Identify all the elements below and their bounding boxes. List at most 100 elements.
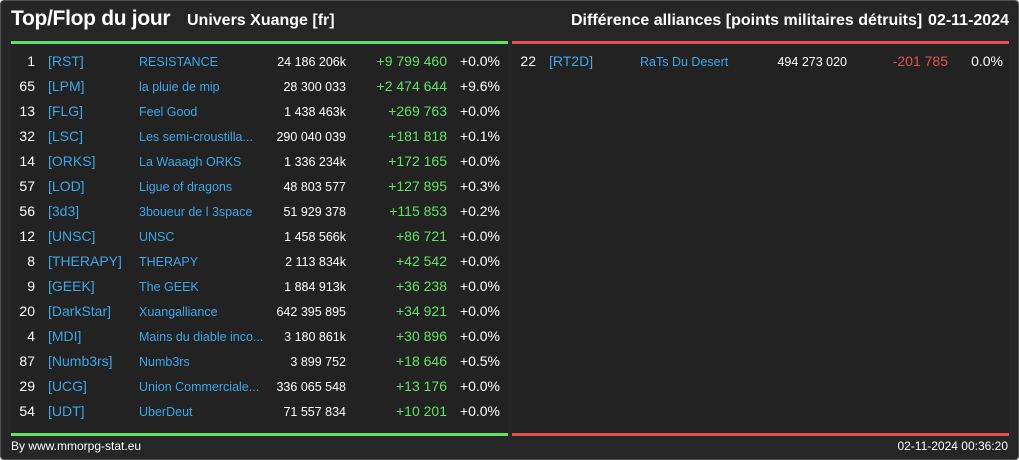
diff-cell: +9 799 460: [376, 53, 447, 69]
rank-cell: 22: [520, 53, 536, 69]
list-item: 1 [RST] RESISTANCE 24 186 206k +9 799 460 +0.…: [11, 48, 508, 73]
top-panel-top-line: [11, 41, 508, 44]
diff-cell: +13 176: [396, 378, 447, 394]
alliance-name-link[interactable]: La Waaagh ORKS: [139, 155, 242, 169]
top-panel-bottom-line: [11, 433, 508, 436]
page-title: Top/Flop du jour: [11, 7, 171, 30]
alliance-name-link[interactable]: UNSC: [139, 230, 175, 244]
flop-panel: 22 [RT2D] RaTs Du Desert 494 273 020 -201 78…: [512, 41, 1009, 436]
alliance-tag-link[interactable]: [UCG]: [48, 378, 87, 394]
alliance-name-link[interactable]: The GEEK: [139, 280, 199, 294]
points-cell: 28 300 033: [283, 80, 346, 94]
points-cell: 51 929 378: [283, 205, 346, 219]
flop-panel-bottom-line: [512, 433, 1009, 436]
list-item: 57 [LOD] Ligue of dragons 48 803 577 +127 89…: [11, 173, 508, 198]
rank-cell: 87: [19, 353, 35, 369]
header: Top/Flop du jour Univers Xuange [fr] Dif…: [11, 7, 1009, 37]
points-cell: 1 438 463k: [284, 105, 346, 119]
alliance-tag-link[interactable]: [LOD]: [48, 178, 85, 194]
points-cell: 336 065 548: [276, 380, 346, 394]
percent-cell: +0.1%: [459, 128, 500, 144]
percent-cell: 0.0%: [971, 53, 1003, 69]
alliance-tag-link[interactable]: [RT2D]: [549, 53, 594, 69]
rank-cell: 9: [27, 278, 35, 294]
percent-cell: +0.0%: [459, 103, 500, 119]
percent-cell: +0.0%: [459, 153, 500, 169]
list-item: 4 [MDI] Mains du diable inco... 3 180 861k +…: [11, 323, 508, 348]
rank-cell: 65: [19, 78, 35, 94]
diff-cell: +34 921: [396, 303, 447, 319]
list-item: 32 [LSC] Les semi-croustilla... 290 040 039…: [11, 123, 508, 148]
points-cell: 3 899 752: [290, 355, 346, 369]
source-credit: By www.mmorpg-stat.eu: [11, 439, 142, 453]
footer-timestamp: 02-11-2024 00:36:20: [897, 439, 1008, 453]
points-cell: 1 458 566k: [284, 230, 346, 244]
list-item: 29 [UCG] Union Commerciale... 336 065 548 +1…: [11, 373, 508, 398]
percent-cell: +0.0%: [459, 303, 500, 319]
rank-cell: 29: [19, 378, 35, 394]
alliance-name-link[interactable]: Mains du diable inco...: [139, 330, 264, 344]
alliance-name-link[interactable]: UberDeut: [139, 405, 193, 419]
alliance-tag-link[interactable]: [RST]: [48, 53, 84, 69]
list-item: 8 [THERAPY] THERAPY 2 113 834k +42 542 +0.0%: [11, 248, 508, 273]
points-cell: 494 273 020: [777, 55, 847, 69]
percent-cell: +0.5%: [459, 353, 500, 369]
diff-cell: +269 763: [388, 103, 447, 119]
rank-cell: 14: [19, 153, 35, 169]
alliance-name-link[interactable]: Xuangalliance: [139, 305, 218, 319]
list-item: 20 [DarkStar] Xuangalliance 642 395 895 +34 …: [11, 298, 508, 323]
alliance-name-link[interactable]: Feel Good: [139, 105, 198, 119]
diff-cell: +10 201: [396, 403, 447, 419]
points-cell: 290 040 039: [276, 130, 346, 144]
alliance-name-link[interactable]: la pluie de mip: [139, 80, 220, 94]
diff-cell: -201 785: [892, 53, 948, 69]
percent-cell: +0.0%: [459, 253, 500, 269]
top-panel: 1 [RST] RESISTANCE 24 186 206k +9 799 460 +0.…: [11, 41, 508, 436]
header-date: 02-11-2024: [928, 12, 1009, 29]
alliance-tag-link[interactable]: [FLG]: [48, 103, 84, 119]
points-cell: 1 884 913k: [284, 280, 346, 294]
alliance-tag-link[interactable]: [GEEK]: [48, 278, 95, 294]
diff-cell: +2 474 644: [376, 78, 447, 94]
list-item: 13 [FLG] Feel Good 1 438 463k +269 763 +0.0%: [11, 98, 508, 123]
alliance-tag-link[interactable]: [Numb3rs]: [48, 353, 113, 369]
alliance-tag-link[interactable]: [MDI]: [48, 328, 82, 344]
diff-cell: +181 818: [388, 128, 447, 144]
diff-cell: +30 896: [396, 328, 447, 344]
alliance-tag-link[interactable]: [3d3]: [48, 203, 80, 219]
list-item: 12 [UNSC] UNSC 1 458 566k +86 721 +0.0%: [11, 223, 508, 248]
points-cell: 71 557 834: [283, 405, 346, 419]
percent-cell: +0.2%: [459, 203, 500, 219]
diff-cell: +115 853: [389, 203, 447, 219]
points-cell: 48 803 577: [283, 180, 346, 194]
alliance-tag-link[interactable]: [ORKS]: [48, 153, 96, 169]
list-item: 65 [LPM] la pluie de mip 28 300 033 +2 474 6…: [11, 73, 508, 98]
alliance-name-link[interactable]: Numb3rs: [139, 355, 190, 369]
alliance-name-link[interactable]: Les semi-croustilla...: [139, 130, 253, 144]
alliance-name-link[interactable]: RaTs Du Desert: [640, 55, 729, 69]
alliance-tag-link[interactable]: [UDT]: [48, 403, 85, 419]
percent-cell: +0.0%: [459, 278, 500, 294]
alliance-tag-link[interactable]: [THERAPY]: [48, 253, 122, 269]
percent-cell: +0.0%: [459, 53, 500, 69]
alliance-name-link[interactable]: Ligue of dragons: [139, 180, 233, 194]
alliance-tag-link[interactable]: [LPM]: [48, 78, 85, 94]
list-item: 14 [ORKS] La Waaagh ORKS 1 336 234k +172 165…: [11, 148, 508, 173]
alliance-name-link[interactable]: RESISTANCE: [139, 55, 218, 69]
points-cell: 1 336 234k: [284, 155, 346, 169]
rank-cell: 13: [19, 103, 35, 119]
alliance-name-link[interactable]: THERAPY: [139, 255, 199, 269]
alliance-tag-link[interactable]: [UNSC]: [48, 228, 96, 244]
flop-list: 22 [RT2D] RaTs Du Desert 494 273 020 -201 78…: [512, 48, 1009, 73]
diff-cell: +86 721: [396, 228, 447, 244]
rank-cell: 20: [19, 303, 35, 319]
list-item: 22 [RT2D] RaTs Du Desert 494 273 020 -201 78…: [512, 48, 1009, 73]
rank-cell: 32: [19, 128, 35, 144]
alliance-name-link[interactable]: Union Commerciale...: [139, 380, 260, 394]
alliance-tag-link[interactable]: [LSC]: [48, 128, 84, 144]
list-item: 9 [GEEK] The GEEK 1 884 913k +36 238 +0.0%: [11, 273, 508, 298]
alliance-name-link[interactable]: 3boueur de l 3space: [139, 205, 253, 219]
diff-cell: +18 646: [396, 353, 447, 369]
alliance-tag-link[interactable]: [DarkStar]: [48, 303, 112, 319]
